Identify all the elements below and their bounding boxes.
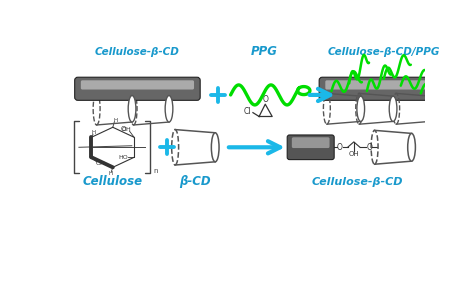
Ellipse shape	[128, 96, 136, 122]
FancyBboxPatch shape	[287, 135, 334, 159]
Text: Cl: Cl	[244, 108, 251, 116]
Text: Cellulose-β-CD: Cellulose-β-CD	[95, 47, 180, 57]
Ellipse shape	[408, 133, 415, 161]
Text: OH: OH	[121, 127, 131, 132]
Text: O: O	[337, 143, 343, 152]
Text: Cellulose-β-CD/PPG: Cellulose-β-CD/PPG	[328, 47, 440, 57]
Ellipse shape	[389, 96, 397, 121]
Text: β-CD: β-CD	[179, 176, 211, 188]
Ellipse shape	[357, 96, 365, 121]
Text: PPG: PPG	[251, 45, 278, 58]
Text: Cellulose-β-CD: Cellulose-β-CD	[311, 177, 402, 187]
Text: H: H	[109, 171, 112, 176]
FancyBboxPatch shape	[325, 80, 442, 89]
Text: O: O	[262, 95, 268, 104]
Text: Cellulose: Cellulose	[83, 176, 143, 188]
Text: n: n	[154, 168, 158, 174]
FancyBboxPatch shape	[81, 80, 194, 89]
Text: O: O	[366, 143, 372, 152]
FancyBboxPatch shape	[292, 137, 329, 148]
Text: HO: HO	[118, 155, 128, 160]
FancyBboxPatch shape	[75, 77, 200, 100]
Text: H: H	[91, 130, 96, 135]
Text: H: H	[113, 118, 117, 123]
Ellipse shape	[426, 96, 434, 121]
FancyBboxPatch shape	[319, 77, 448, 100]
Text: OH: OH	[348, 151, 359, 157]
Text: OH: OH	[96, 161, 106, 166]
Text: O: O	[121, 126, 126, 132]
Ellipse shape	[211, 133, 219, 162]
Ellipse shape	[165, 96, 173, 122]
